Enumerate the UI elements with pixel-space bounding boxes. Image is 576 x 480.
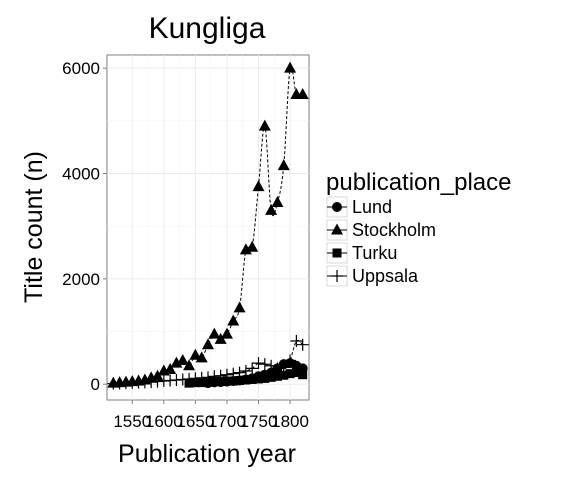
data-point-uppsala <box>296 338 309 351</box>
legend-item-label: Stockholm <box>352 220 436 240</box>
data-point-turku <box>247 374 257 384</box>
data-point-stockholm <box>164 362 177 374</box>
legend-key-marker <box>331 270 343 282</box>
y-tick-label: 2000 <box>62 270 100 289</box>
x-tick-label: 1600 <box>145 412 183 431</box>
y-axis-ticks: 0 2000 4000 6000 <box>62 59 107 394</box>
x-tick-label: 1650 <box>176 412 214 431</box>
data-point-stockholm <box>277 159 290 171</box>
data-point-uppsala <box>271 362 284 375</box>
data-point-stockholm <box>176 353 189 365</box>
data-point-turku <box>235 376 245 386</box>
legend: publication_place Lund Stockholm Turku Upps… <box>326 169 511 287</box>
data-point-turku <box>222 376 232 386</box>
data-point-stockholm <box>214 332 227 344</box>
data-point-turku <box>298 370 308 380</box>
data-point-uppsala <box>239 365 252 378</box>
data-point-stockholm <box>233 301 246 313</box>
data-point-uppsala <box>233 366 246 379</box>
legend-key-marker <box>332 202 342 212</box>
data-point-uppsala <box>227 367 240 380</box>
x-tick-label: 1750 <box>240 412 278 431</box>
legend-item-uppsala: Uppsala <box>326 265 419 287</box>
data-point-uppsala <box>220 368 233 381</box>
x-tick-label: 1800 <box>271 412 309 431</box>
data-point-stockholm <box>258 119 271 131</box>
data-point-stockholm <box>252 180 265 192</box>
legend-item-stockholm: Stockholm <box>326 219 436 241</box>
data-point-uppsala <box>258 358 271 371</box>
legend-key-marker <box>331 223 343 235</box>
legend-items: Lund Stockholm Turku Uppsala <box>326 196 436 287</box>
legend-item-turku: Turku <box>326 242 397 264</box>
chart-title: Kungliga <box>149 12 266 45</box>
y-tick-label: 6000 <box>62 59 100 78</box>
data-point-stockholm <box>265 203 278 215</box>
x-tick-label: 1700 <box>208 412 246 431</box>
data-point-turku <box>228 376 238 386</box>
data-point-stockholm <box>284 61 297 73</box>
y-tick-label: 4000 <box>62 165 100 184</box>
data-point-turku <box>279 370 289 380</box>
data-series <box>107 61 309 390</box>
data-point-stockholm <box>189 348 202 360</box>
grid-lines <box>107 55 309 400</box>
data-point-stockholm <box>195 351 208 363</box>
data-point-turku <box>291 368 301 378</box>
series-uppsala <box>107 335 309 390</box>
data-point-uppsala <box>214 369 227 382</box>
data-point-turku <box>260 373 270 383</box>
data-point-turku <box>285 369 295 379</box>
data-point-stockholm <box>202 338 214 350</box>
data-point-uppsala <box>277 361 290 374</box>
y-axis-label: Title count (n) <box>20 151 48 303</box>
data-point-turku <box>254 374 263 384</box>
legend-key-marker <box>332 248 342 258</box>
data-point-uppsala <box>246 362 259 375</box>
data-point-turku <box>272 371 282 381</box>
data-point-uppsala <box>202 371 214 384</box>
legend-item-label: Lund <box>352 197 392 217</box>
legend-item-label: Turku <box>352 243 397 263</box>
data-point-uppsala <box>265 359 278 372</box>
data-point-stockholm <box>246 240 259 252</box>
data-point-stockholm <box>296 88 309 100</box>
data-point-stockholm <box>227 314 240 326</box>
legend-item-lund: Lund <box>326 196 392 218</box>
x-tick-label: 1550 <box>113 412 151 431</box>
data-point-stockholm <box>220 327 233 339</box>
legend-title: publication_place <box>326 169 511 196</box>
data-point-turku <box>241 375 251 385</box>
y-tick-label: 0 <box>91 375 100 394</box>
data-point-uppsala <box>290 335 303 348</box>
data-point-stockholm <box>151 369 164 381</box>
data-point-stockholm <box>183 359 196 371</box>
legend-item-label: Uppsala <box>352 266 419 286</box>
data-point-stockholm <box>208 327 221 339</box>
x-axis-label: Publication year <box>118 440 296 468</box>
data-point-stockholm <box>271 195 284 207</box>
data-point-turku <box>266 372 276 382</box>
data-point-uppsala <box>284 354 297 367</box>
data-point-uppsala <box>252 357 265 370</box>
